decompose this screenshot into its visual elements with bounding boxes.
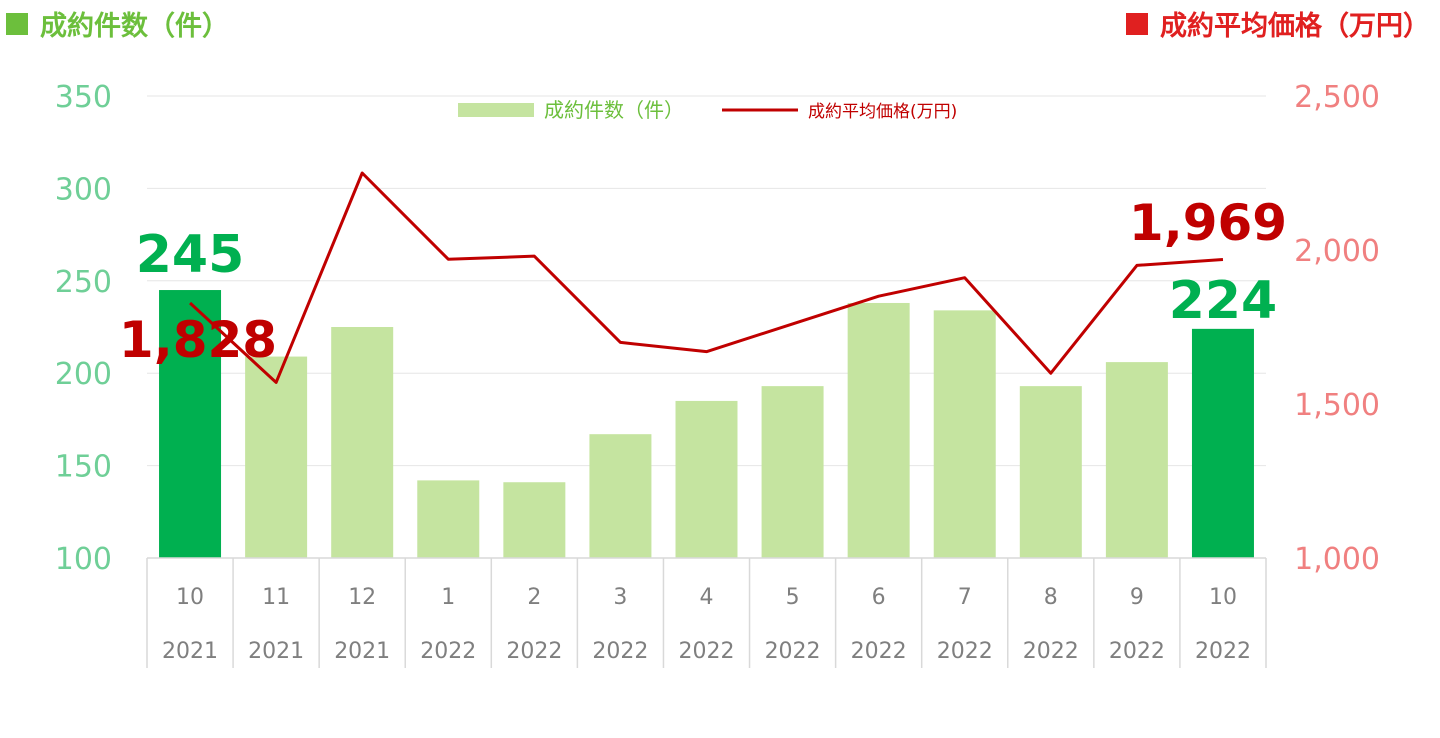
- right-axis-header-label: 成約平均価格（万円）: [1160, 11, 1430, 42]
- legend-bar-swatch: [458, 103, 534, 117]
- bar: [245, 356, 308, 558]
- month-tick-label: 10: [176, 585, 204, 610]
- right-axis-tick-label: 2,500: [1294, 80, 1380, 115]
- year-tick-label: 2022: [592, 639, 648, 664]
- legend-bar-label: 成約件数（件）: [544, 98, 684, 122]
- year-tick-label: 2022: [851, 639, 907, 664]
- left-axis-header-label: 成約件数（件）: [40, 11, 229, 42]
- year-tick-label: 2022: [679, 639, 735, 664]
- year-tick-label: 2022: [937, 639, 993, 664]
- year-tick-label: 2022: [1109, 639, 1165, 664]
- month-tick-label: 8: [1044, 585, 1058, 610]
- month-tick-label: 3: [613, 585, 627, 610]
- month-tick-label: 6: [872, 585, 886, 610]
- month-tick-label: 9: [1130, 585, 1144, 610]
- year-tick-label: 2021: [248, 639, 304, 664]
- bar: [331, 327, 394, 558]
- year-tick-label: 2022: [1195, 639, 1251, 664]
- right-axis-header: 成約平均価格（万円）: [1126, 4, 1430, 43]
- year-tick-label: 2022: [765, 639, 821, 664]
- bar: [847, 302, 910, 558]
- bar: [589, 434, 652, 558]
- last-price-label: 1,969: [1129, 194, 1287, 252]
- bar: [503, 482, 566, 558]
- year-tick-label: 2022: [1023, 639, 1079, 664]
- year-tick-label: 2021: [162, 639, 218, 664]
- right-axis-tick-label: 2,000: [1294, 234, 1380, 269]
- month-tick-label: 2: [527, 585, 541, 610]
- bar: [761, 386, 824, 558]
- left-axis-tick-label: 300: [55, 172, 112, 207]
- last-count-label: 224: [1169, 271, 1278, 331]
- left-axis-header: 成約件数（件）: [6, 4, 229, 43]
- first-price-label: 1,828: [119, 311, 277, 369]
- year-tick-label: 2021: [334, 639, 390, 664]
- bar: [417, 480, 480, 558]
- left-axis-tick-label: 350: [55, 80, 112, 115]
- bar: [159, 290, 222, 558]
- month-tick-label: 5: [786, 585, 800, 610]
- month-tick-label: 1: [441, 585, 455, 610]
- red-square-icon: [1126, 12, 1148, 35]
- legend-line-label: 成約平均価格(万円): [808, 102, 957, 122]
- bar: [1105, 362, 1168, 558]
- month-tick-label: 10: [1209, 585, 1237, 610]
- month-tick-label: 4: [700, 585, 714, 610]
- year-tick-label: 2022: [506, 639, 562, 664]
- bar: [1019, 386, 1082, 558]
- month-tick-label: 12: [348, 585, 376, 610]
- bar: [1191, 328, 1254, 558]
- year-tick-label: 2022: [420, 639, 476, 664]
- left-axis-tick-label: 100: [55, 542, 112, 577]
- month-tick-label: 7: [958, 585, 972, 610]
- green-square-icon: [6, 12, 28, 35]
- month-tick-label: 11: [262, 585, 290, 610]
- bar: [675, 400, 738, 558]
- right-axis-tick-label: 1,500: [1294, 388, 1380, 423]
- left-axis-tick-label: 200: [55, 357, 112, 392]
- right-axis-tick-label: 1,000: [1294, 542, 1380, 577]
- bar: [933, 310, 996, 558]
- left-axis-tick-label: 150: [55, 450, 112, 485]
- left-axis-tick-label: 250: [55, 265, 112, 300]
- first-count-label: 245: [136, 225, 245, 285]
